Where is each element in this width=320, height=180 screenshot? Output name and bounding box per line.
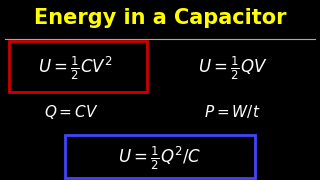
Text: $U = \frac{1}{2}QV$: $U = \frac{1}{2}QV$ (198, 55, 267, 82)
Text: $U = \frac{1}{2}Q^2/C$: $U = \frac{1}{2}Q^2/C$ (118, 145, 202, 172)
Text: $P = W/t$: $P = W/t$ (204, 103, 261, 120)
Text: $U = \frac{1}{2}CV^2$: $U = \frac{1}{2}CV^2$ (37, 55, 112, 82)
Text: Energy in a Capacitor: Energy in a Capacitor (34, 8, 286, 28)
Text: $Q = CV$: $Q = CV$ (44, 103, 99, 121)
